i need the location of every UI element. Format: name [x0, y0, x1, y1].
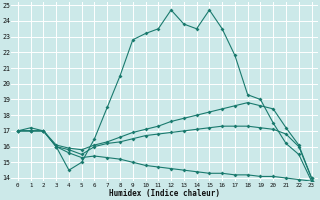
X-axis label: Humidex (Indice chaleur): Humidex (Indice chaleur) [109, 189, 220, 198]
